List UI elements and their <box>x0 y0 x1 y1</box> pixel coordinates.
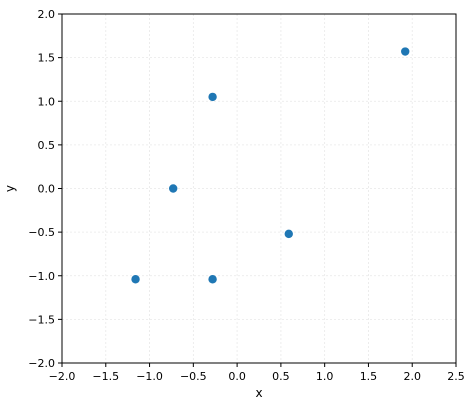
y-tick-label-0: −2.0 <box>28 357 55 370</box>
x-tick-label-3: −0.5 <box>180 370 207 383</box>
x-tick-label-8: 2.0 <box>403 370 421 383</box>
x-tick-label-4: 0.0 <box>228 370 246 383</box>
x-tick-label-6: 1.0 <box>316 370 334 383</box>
data-point-2 <box>168 184 178 193</box>
x-tick-label-5: 0.5 <box>272 370 290 383</box>
data-point-1 <box>401 47 410 56</box>
data-point-5 <box>208 275 217 284</box>
y-axis-ticks: −2.0 −1.5 −1.0 −0.5 0.0 0.5 1.0 1.5 2.0 <box>28 8 62 370</box>
y-axis-label: y <box>3 185 17 192</box>
y-tick-label-4: 0.0 <box>38 183 56 196</box>
data-point-0 <box>208 92 217 102</box>
y-tick-label-5: 0.5 <box>38 139 56 152</box>
x-axis-label: x <box>255 386 262 400</box>
y-tick-label-8: 2.0 <box>38 8 56 21</box>
grid <box>61 13 457 364</box>
y-tick-label-3: −0.5 <box>28 226 55 239</box>
y-tick-label-6: 1.0 <box>38 95 56 108</box>
y-tick-label-7: 1.5 <box>38 52 56 65</box>
x-tick-label-9: 2.5 <box>447 370 465 383</box>
x-tick-label-7: 1.5 <box>360 370 378 383</box>
x-tick-label-2: −1.0 <box>136 370 163 383</box>
y-tick-label-1: −1.5 <box>28 313 55 326</box>
x-axis-ticks: −2.0 −1.5 −1.0 −0.5 0.0 0.5 1.0 1.5 2.0 2.5 <box>49 363 465 383</box>
y-tick-label-2: −1.0 <box>28 270 55 283</box>
data-point-4 <box>131 275 140 284</box>
data-points <box>131 47 410 284</box>
x-tick-label-0: −2.0 <box>49 370 76 383</box>
x-tick-label-1: −1.5 <box>92 370 119 383</box>
data-point-3 <box>284 229 293 239</box>
